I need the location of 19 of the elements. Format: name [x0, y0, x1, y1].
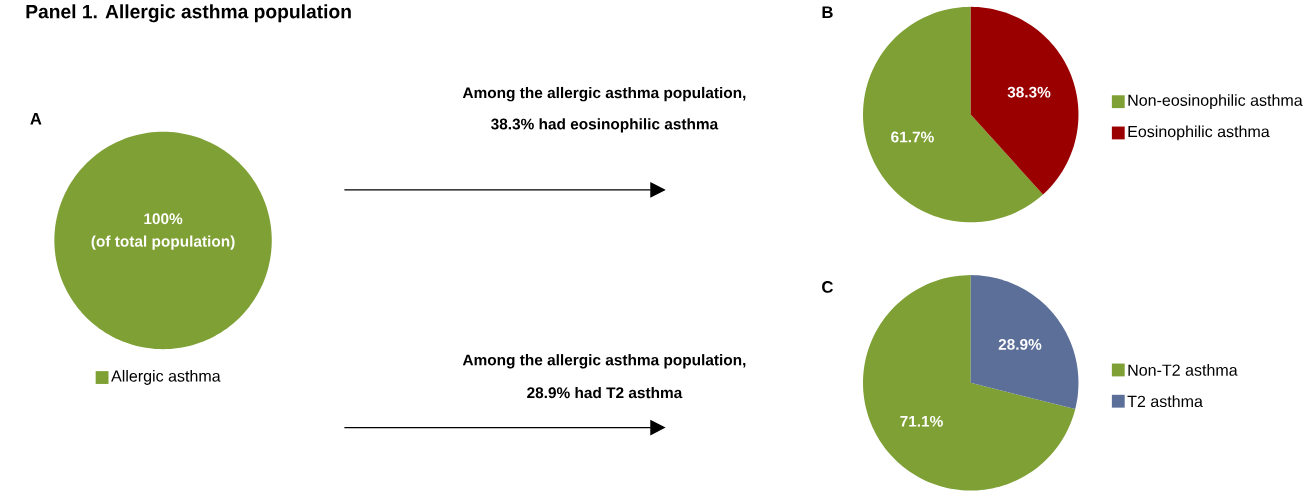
text: (of total population): [91, 235, 235, 251]
chart-title: Panel 1. Allergic asthma population: [26, 4, 351, 23]
data-label: 28.9%: [998, 339, 1042, 351]
chart-subtitle: C: [822, 281, 833, 294]
legend-label: Allergic asthma: [111, 370, 221, 386]
text: 28.9% had T2 asthma: [527, 387, 683, 399]
legend-label: Non-T2 asthma: [1128, 364, 1238, 377]
chart-subtitle: B: [822, 6, 833, 19]
data-label: 100%: [144, 213, 183, 225]
text: 38.3% had eosinophilic asthma: [491, 118, 719, 133]
legend-label: Eosinophilic asthma: [1128, 125, 1270, 141]
text: Among the allergic asthma population,: [462, 354, 746, 369]
data-label: 61.7%: [891, 131, 934, 143]
data-label: 71.1%: [900, 416, 943, 427]
legend-label: T2 asthma: [1127, 395, 1203, 408]
chart-subtitle: A: [30, 113, 42, 125]
data-label: 38.3%: [1007, 86, 1051, 98]
legend-label: Non-eosinophilic asthma: [1128, 94, 1303, 110]
text: Among the allergic asthma population,: [462, 87, 746, 102]
